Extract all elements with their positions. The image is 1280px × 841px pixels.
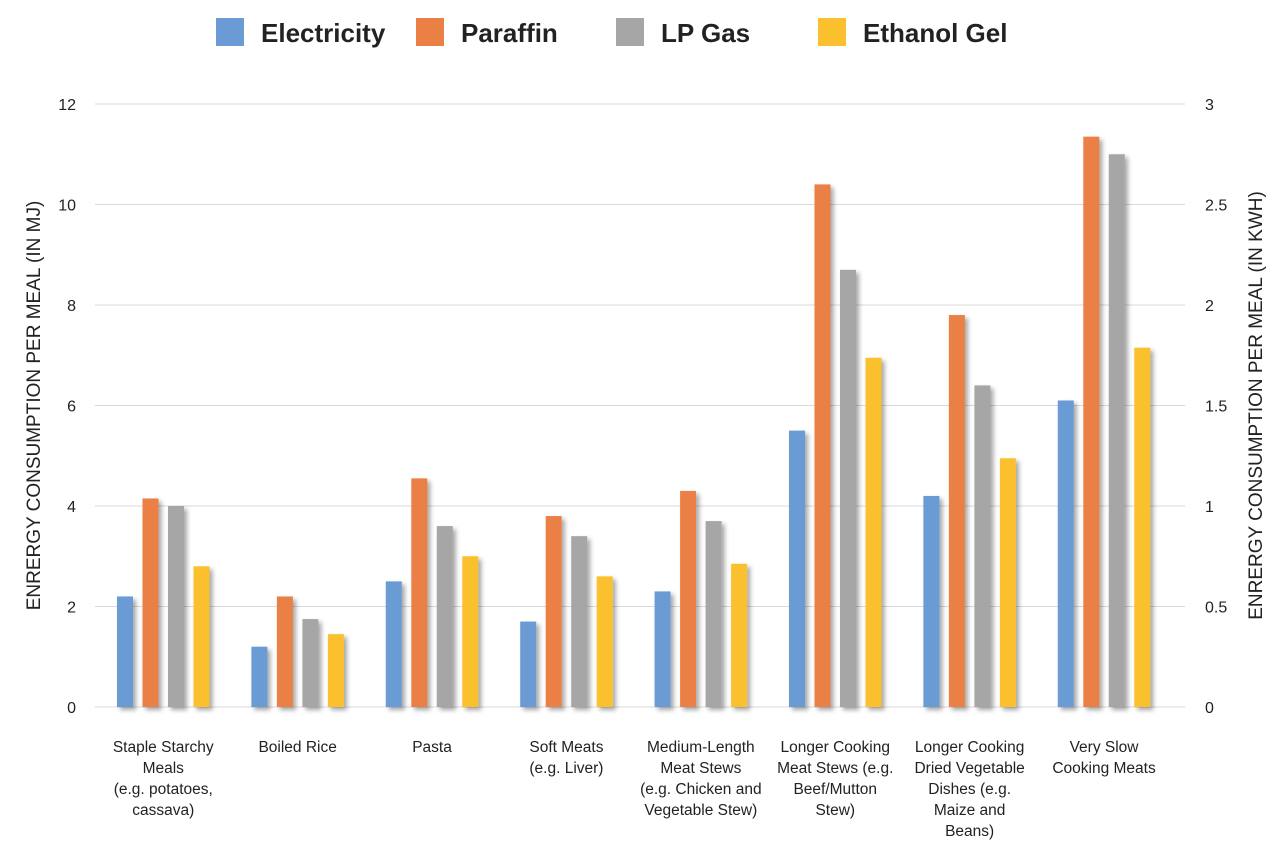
category-label-line: Staple Starchy [113,739,214,756]
legend-label: LP Gas [661,18,750,48]
bar-ethanol-gel [596,576,613,707]
bar-lp-gas [571,536,588,707]
bar-lp-gas [974,385,991,707]
category-label-line: Beans) [945,823,994,840]
y-tick-label-left: 2 [67,600,76,617]
y-tick-label-right: 1 [1205,499,1214,516]
y-tick-label-left: 4 [67,499,76,516]
legend-item-ethanol-gel: Ethanol Gel [818,18,1007,48]
y-tick-label-right: 1.5 [1205,399,1227,416]
category-label-line: Meat Stews [660,760,741,777]
bar-ethanol-gel [731,563,748,707]
bar-ethanol-gel [865,357,882,707]
y-tick-label-left: 12 [58,97,76,114]
category-label-line: Longer Cooking [781,739,890,756]
category-label: Medium-Length Meat Stews (e.g. Chicken and… [640,739,762,819]
y-tick-label-left: 0 [67,700,76,717]
bars [117,136,1151,708]
bar-ethanol-gel [193,566,210,707]
legend-swatch [216,18,244,46]
category-label-line: Medium-Length [647,739,755,756]
y-tick-label-left: 8 [67,298,76,315]
category-label-line: Vegetable Stew) [644,802,757,819]
legend-label: Ethanol Gel [863,18,1007,48]
y-tick-label-left: 6 [67,399,76,416]
bar-ethanol-gel [1134,347,1151,707]
category-label-line: Cooking Meats [1052,760,1156,777]
bar-paraffin [680,490,697,707]
y-tick-label-right: 3 [1205,97,1214,114]
category-label-line: Dried Vegetable [914,760,1024,777]
bar-lp-gas [302,619,319,707]
y-tick-label-right: 0.5 [1205,600,1227,617]
legend-item-lp-gas: LP Gas [616,18,750,48]
legend-label: Paraffin [461,18,558,48]
bar-electricity [251,646,268,707]
category-label-line: Maize and [934,802,1006,819]
bar-paraffin [142,498,159,707]
category-label: Longer Cooking Dried Vegetable Dishes (e.g… [914,739,1024,840]
y-axis-left-title: ENRERGY CONSUMPTION PER MEAL (IN MJ) [24,201,45,611]
category-label: Very Slow Cooking Meats [1052,739,1156,777]
category-label-line: Beef/Mutton [793,781,877,798]
bar-electricity [789,430,805,707]
category-label-line: (e.g. Liver) [529,760,603,777]
bar-lp-gas [705,521,722,707]
bar-lp-gas [1108,154,1125,707]
gridlines [95,103,1185,708]
category-label: Boiled Rice [258,739,336,756]
bar-ethanol-gel [999,458,1016,707]
bar-paraffin [545,516,562,707]
y-tick-label-right: 0 [1205,700,1214,717]
bar-paraffin [814,184,831,707]
category-label-line: Boiled Rice [258,739,336,756]
y-axis-right-ticks: 0 0.5 1 1.5 2 2.5 3 [1205,97,1227,717]
category-label-line: (e.g. potatoes, [114,781,213,798]
category-label: Pasta [412,739,452,756]
bar-electricity [520,621,537,707]
category-label: Staple Starchy Meals (e.g. potatoes, cassav… [113,739,214,819]
bar-ethanol-gel [327,634,344,707]
bar-paraffin [276,596,293,707]
category-label-line: Meat Stews (e.g. [777,760,893,777]
legend-swatch [818,18,846,46]
category-label-line: Stew) [815,802,855,819]
category-label-line: Pasta [412,739,452,756]
category-label-line: Dishes (e.g. [928,781,1011,798]
y-tick-label-left: 10 [58,198,76,215]
bar-electricity [117,596,133,707]
bar-electricity [923,495,940,707]
y-tick-label-right: 2 [1205,298,1214,315]
y-axis-left-ticks: 0 2 4 6 8 10 12 [58,97,76,717]
category-label-line: cassava) [132,802,194,819]
legend-swatch [416,18,444,46]
bar-lp-gas [840,269,856,707]
legend-item-electricity: Electricity [216,18,386,48]
category-label-line: Very Slow [1070,739,1140,756]
bar-lp-gas [168,506,184,707]
legend-swatch [616,18,644,46]
bar-paraffin [411,478,428,707]
bar-electricity [654,591,671,707]
bar-lp-gas [436,526,453,707]
bar-electricity [385,581,402,707]
category-label-line: Soft Meats [529,739,603,756]
category-label-line: Longer Cooking [915,739,1024,756]
category-labels: Staple Starchy Meals (e.g. potatoes, cassav… [113,739,1156,840]
category-label: Soft Meats (e.g. Liver) [529,739,603,777]
legend: Electricity Paraffin LP Gas Ethanol Gel [216,18,1007,48]
category-label-line: Meals [143,760,185,777]
category-label-line: (e.g. Chicken and [640,781,762,798]
category-label: Longer Cooking Meat Stews (e.g. Beef/Mutto… [777,739,893,819]
bar-electricity [1057,400,1074,707]
y-axis-right-title: ENRERGY CONSUMPTION PER MEAL (IN KWH) [1246,191,1267,620]
legend-item-paraffin: Paraffin [416,18,558,48]
legend-label: Electricity [261,18,386,48]
bar-paraffin [1083,136,1100,708]
bar-paraffin [948,315,965,707]
bar-ethanol-gel [462,556,479,707]
y-tick-label-right: 2.5 [1205,198,1227,215]
